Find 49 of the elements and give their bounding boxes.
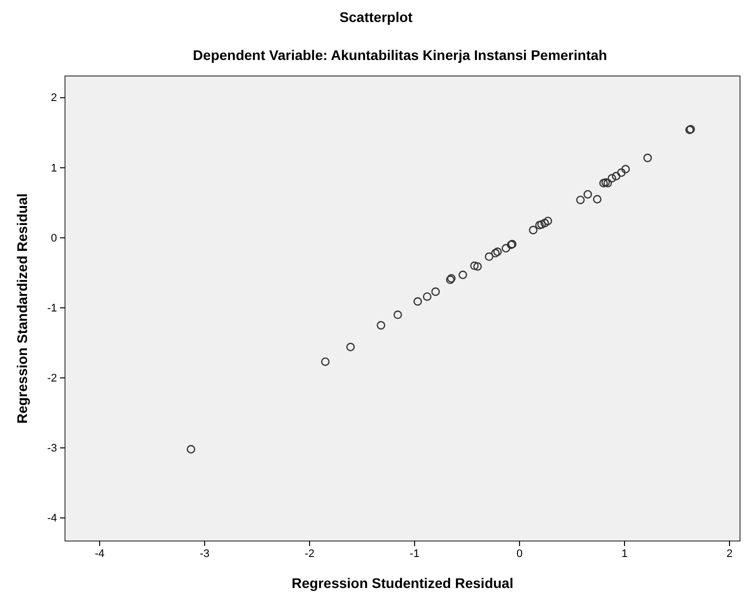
chart-title: Scatterplot [339,9,413,25]
x-tick-label: -4 [94,548,105,560]
point [540,218,549,228]
x-tick-label: 0 [516,548,523,560]
point [473,262,482,271]
point [491,248,500,258]
point [535,220,544,230]
point [621,164,630,174]
chart-subtitle: Dependent Variable: Akuntabilitas Kinerja Instansi Pemerintah [192,47,608,63]
y-axis-title: Regression Standardized Residual [14,193,30,424]
x-tick-label: 1 [621,548,628,560]
point [493,248,502,256]
x-tick-label: 2 [726,548,733,560]
point [608,174,616,182]
point [484,252,494,261]
y-tick-label: -2 [47,372,57,384]
point [321,357,330,366]
point [584,190,592,199]
point [422,292,432,301]
point [612,172,620,180]
y-tick-label: 1 [50,162,57,174]
point [502,244,510,253]
point [376,321,386,330]
point [599,178,608,188]
y-tick-label: -1 [47,302,57,314]
point [537,220,546,229]
y-tick-label: 0 [50,232,57,244]
y-tick-label: -4 [47,512,57,524]
point [528,226,538,234]
point [413,297,422,306]
point [601,178,610,187]
x-tick-label: -1 [410,548,420,560]
point [346,342,355,352]
x-tick-label: -2 [304,548,314,560]
point [431,287,440,296]
point [592,195,602,204]
point [603,178,612,188]
point [470,262,479,270]
point [186,445,196,454]
y-tick-label: -3 [47,442,57,454]
point [394,310,402,320]
point [458,270,468,280]
point [576,196,585,204]
x-axis-title: Regression Studentized Residual [292,575,514,591]
point [643,154,652,162]
point [544,216,552,226]
point [617,168,626,177]
y-tick-label: 2 [50,92,57,104]
x-tick-label: -3 [200,548,210,560]
